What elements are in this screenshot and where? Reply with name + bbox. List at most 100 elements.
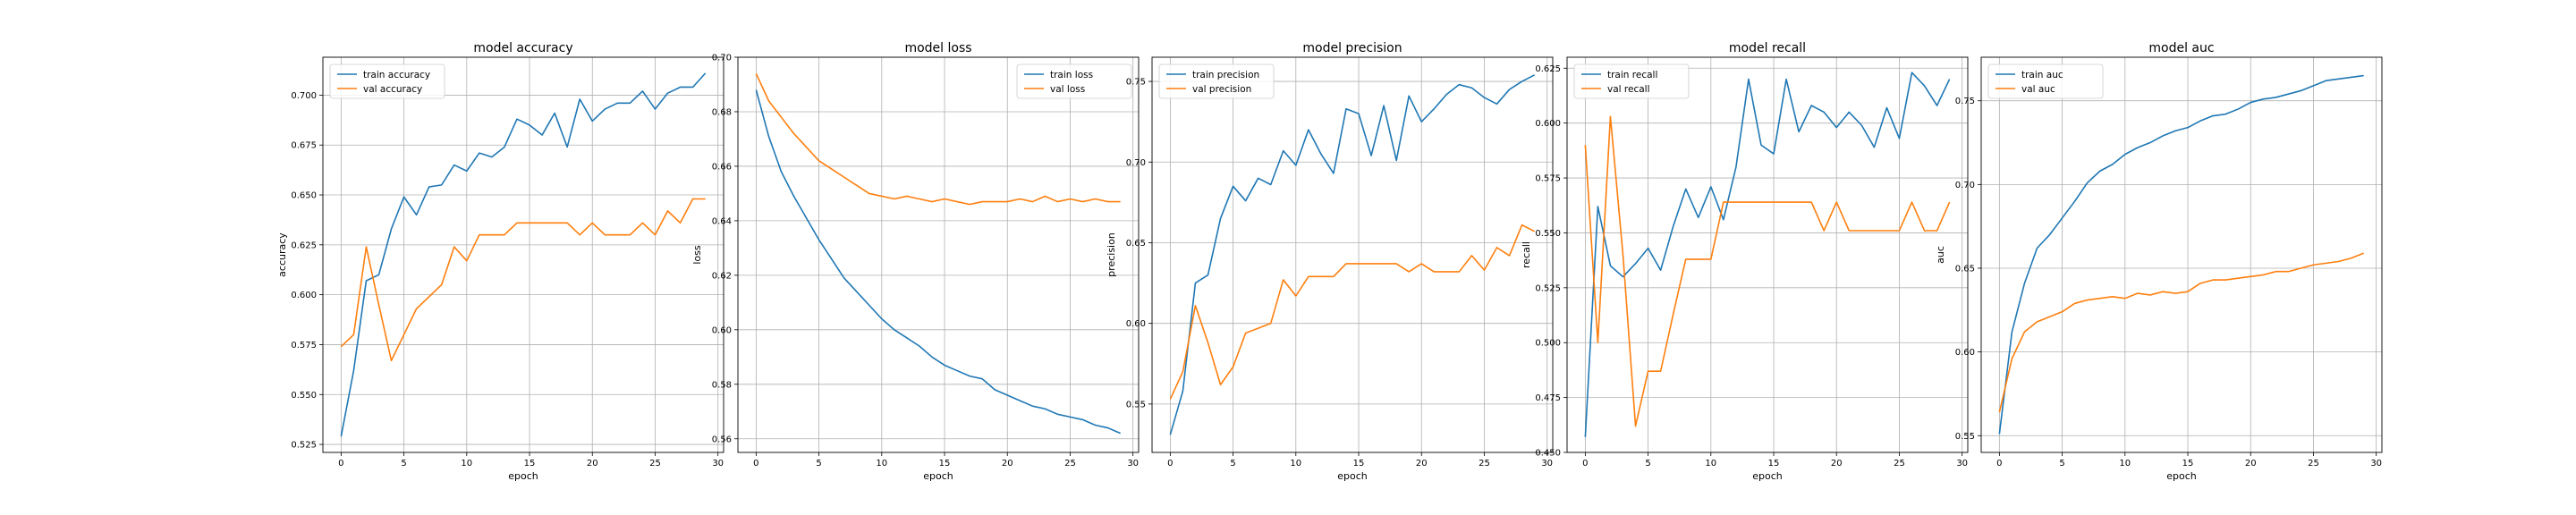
x-tick-label: 30 xyxy=(1956,459,1968,469)
y-tick-label: 0.70 xyxy=(1126,158,1146,168)
x-tick-label: 15 xyxy=(1768,459,1780,469)
x-tick-label: 5 xyxy=(1645,459,1650,469)
y-tick-label: 0.625 xyxy=(1535,64,1561,74)
y-tick-label: 0.65 xyxy=(1126,239,1146,249)
y-tick-label: 0.68 xyxy=(712,107,732,117)
legend-box xyxy=(1158,63,1275,99)
series-line xyxy=(340,198,706,362)
x-axis-label: epoch xyxy=(1337,470,1368,482)
plot-frame xyxy=(322,56,724,453)
x-tick-label: 5 xyxy=(816,459,821,469)
x-axis-label: epoch xyxy=(1752,470,1783,482)
plot-frame xyxy=(1566,56,1969,453)
x-tick-label: 20 xyxy=(1002,459,1013,469)
x-tick-label: 10 xyxy=(461,459,472,469)
x-tick-label: 0 xyxy=(1167,459,1173,469)
legend: train recall val recall xyxy=(1573,63,1690,99)
chart-panel-5: 0 5 10 15 20 25 30 0.55 0.60 0.65 0.70 0.75 model au… xyxy=(1935,41,2383,482)
x-tick-label: 20 xyxy=(587,459,598,469)
plot-frame xyxy=(737,56,1140,453)
plot-frame xyxy=(1151,56,1554,453)
y-tick-label: 0.62 xyxy=(712,271,732,281)
y-tick-label: 0.475 xyxy=(1535,393,1561,403)
y-tick-label: 0.525 xyxy=(291,441,317,451)
x-tick-label: 15 xyxy=(939,459,951,469)
y-tick-label: 0.525 xyxy=(1535,283,1561,293)
x-tick-label: 20 xyxy=(1416,459,1428,469)
legend-label: val loss xyxy=(1050,84,1085,95)
legend-box xyxy=(1016,63,1132,99)
y-tick-label: 0.75 xyxy=(1955,97,1975,106)
y-axis-label: recall xyxy=(1521,241,1532,268)
x-tick-label: 10 xyxy=(1705,459,1716,469)
legend: train auc val auc xyxy=(1987,63,2104,99)
x-tick-label: 10 xyxy=(2119,459,2131,469)
legend: train precision val precision xyxy=(1158,63,1275,99)
legend-box xyxy=(1987,63,2104,99)
y-axis-label: auc xyxy=(1935,246,1946,264)
series-line xyxy=(755,72,1121,206)
chart-title: model loss xyxy=(904,41,971,55)
x-tick-label: 25 xyxy=(2308,459,2319,469)
series-line xyxy=(1584,115,1951,427)
y-tick-label: 0.64 xyxy=(712,216,732,226)
legend-box xyxy=(1573,63,1690,99)
x-tick-label: 25 xyxy=(1479,459,1490,469)
x-tick-label: 30 xyxy=(1127,459,1139,469)
y-tick-label: 0.56 xyxy=(712,435,732,444)
x-axis-label: epoch xyxy=(2166,470,2197,482)
chart-title: model accuracy xyxy=(473,41,572,55)
x-tick-label: 5 xyxy=(2059,459,2064,469)
chart-panel-2: 0 5 10 15 20 25 30 0.56 0.58 0.60 0.62 0.64 0.66 0.68… xyxy=(691,41,1140,482)
y-tick-label: 0.60 xyxy=(1126,319,1146,329)
y-tick-label: 0.450 xyxy=(1535,449,1561,459)
legend-label: train recall xyxy=(1607,70,1657,80)
y-tick-label: 0.600 xyxy=(1535,119,1561,129)
x-tick-label: 30 xyxy=(712,459,724,469)
series-line xyxy=(1998,252,2364,413)
x-tick-label: 10 xyxy=(1290,459,1301,469)
plot-frame xyxy=(1980,56,2383,453)
y-tick-label: 0.575 xyxy=(291,341,317,350)
x-tick-label: 10 xyxy=(876,459,887,469)
legend-label: val auc xyxy=(2021,84,2055,95)
y-tick-label: 0.70 xyxy=(1955,181,1975,190)
y-tick-label: 0.700 xyxy=(291,91,317,101)
x-axis-label: epoch xyxy=(923,470,953,482)
y-axis-label: precision xyxy=(1106,232,1117,277)
y-tick-label: 0.625 xyxy=(291,241,317,250)
chart-title: model precision xyxy=(1302,41,1402,55)
legend: train accuracy val accuracy xyxy=(329,63,445,99)
x-tick-label: 0 xyxy=(753,459,758,469)
y-tick-label: 0.500 xyxy=(1535,339,1561,349)
series-line xyxy=(1584,72,1951,437)
y-tick-label: 0.66 xyxy=(712,162,732,172)
x-tick-label: 25 xyxy=(1064,459,1076,469)
chart-title: model auc xyxy=(2148,41,2214,55)
chart-title: model recall xyxy=(1729,41,1806,55)
legend-label: train precision xyxy=(1192,70,1259,80)
series-line xyxy=(340,72,707,437)
legend-label: train accuracy xyxy=(363,70,430,80)
y-tick-label: 0.550 xyxy=(1535,229,1561,239)
x-tick-label: 25 xyxy=(1894,459,1905,469)
chart-panel-1: 0 5 10 15 20 25 30 0.525 0.550 0.575 0.600 0.625 0.6… xyxy=(276,41,724,482)
y-tick-label: 0.60 xyxy=(1955,348,1975,358)
legend-label: val accuracy xyxy=(363,84,422,95)
legend-label: val precision xyxy=(1192,84,1251,95)
y-tick-label: 0.575 xyxy=(1535,174,1561,184)
x-tick-label: 15 xyxy=(1353,459,1365,469)
x-tick-label: 20 xyxy=(1831,459,1843,469)
y-tick-label: 0.58 xyxy=(712,380,732,390)
x-tick-label: 0 xyxy=(338,459,343,469)
x-tick-label: 30 xyxy=(1541,459,1553,469)
legend-label: train loss xyxy=(1050,70,1093,80)
y-axis-label: loss xyxy=(691,245,703,265)
x-tick-label: 0 xyxy=(1996,459,2002,469)
y-tick-label: 0.675 xyxy=(291,141,317,151)
legend: train loss val loss xyxy=(1016,63,1132,99)
y-axis-label: accuracy xyxy=(276,232,288,277)
legend-box xyxy=(329,63,445,99)
y-tick-label: 0.65 xyxy=(1955,264,1975,274)
